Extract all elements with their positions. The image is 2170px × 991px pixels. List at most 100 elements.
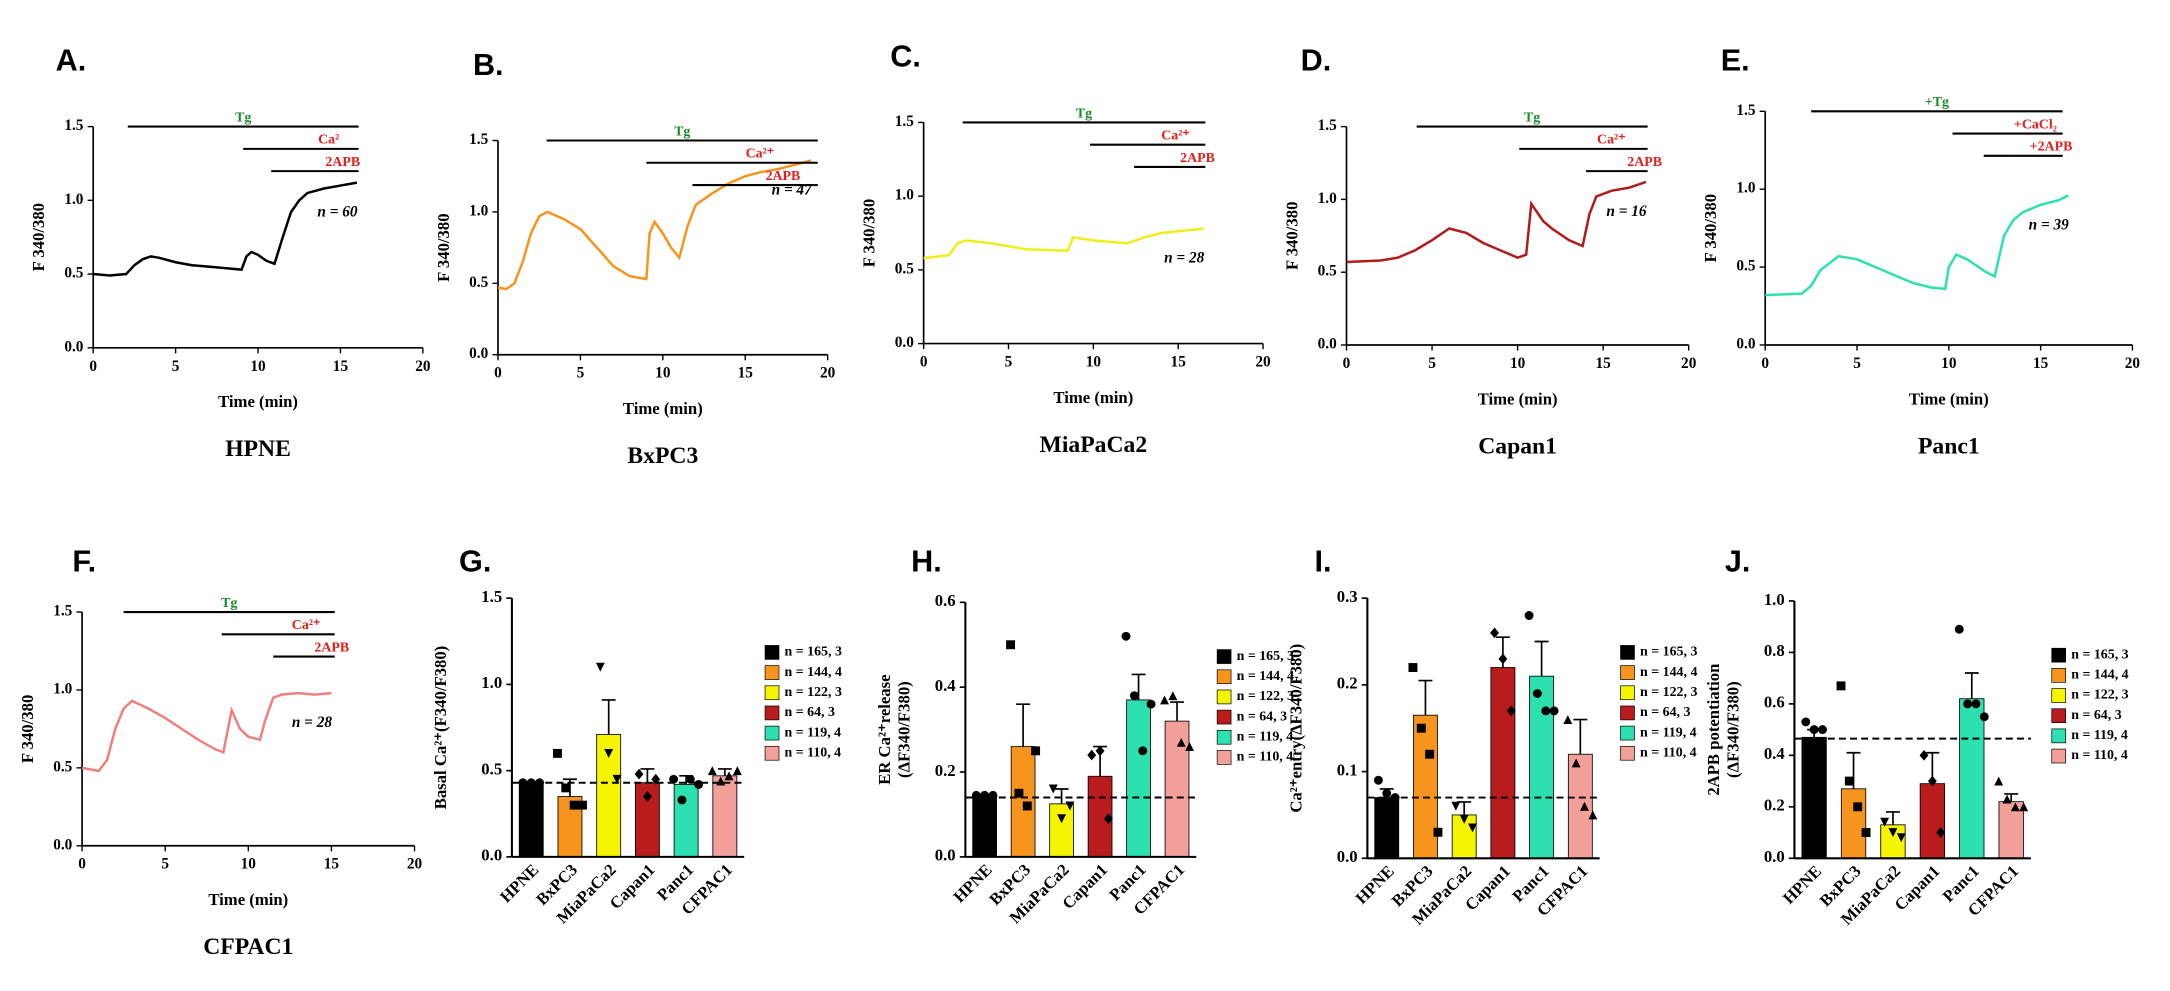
legend-swatch <box>2051 688 2067 703</box>
bar <box>1529 675 1555 859</box>
n-label: n = 28 <box>1164 250 1205 267</box>
legend-label: n = 119, 4 <box>1640 725 1697 740</box>
legend-swatch <box>1620 665 1635 680</box>
legend-label: n = 119, 4 <box>785 725 842 740</box>
y-tick-label: 0.5 <box>895 260 914 277</box>
y-tick-label: 1.0 <box>481 673 502 692</box>
trace <box>497 159 812 291</box>
legend-label: n = 165, 3 <box>1237 649 1294 664</box>
data-point <box>694 779 704 789</box>
data-point <box>1963 699 1973 709</box>
bar <box>972 794 997 858</box>
y-tick-label: 0.0 <box>481 846 502 865</box>
bar <box>1959 698 1985 859</box>
data-point <box>526 778 536 788</box>
data-point <box>1524 611 1534 620</box>
treatment-label: 2APB <box>325 155 360 170</box>
data-point <box>2019 802 2029 812</box>
y-tick-label: 1.0 <box>469 202 488 219</box>
y-axis-title: ER Ca²⁺release <box>875 674 894 784</box>
legend-label: n = 122, 3 <box>1237 689 1294 704</box>
legend-label: n = 119, 4 <box>1237 729 1294 744</box>
x-tick-label: 10 <box>1941 355 1957 372</box>
legend-swatch <box>1216 689 1232 705</box>
y-tick-label: 0.0 <box>935 846 956 865</box>
legend-swatch <box>764 685 780 701</box>
x-tick-label: 5 <box>161 856 169 873</box>
panel-letter: B. <box>473 48 504 82</box>
treatment-label: +2APB <box>2030 140 2073 155</box>
n-label: n = 39 <box>2029 217 2070 234</box>
legend-swatch <box>2051 748 2067 764</box>
y-tick-label: 0.0 <box>1337 847 1358 866</box>
data-point <box>1844 776 1854 786</box>
x-tick-label: Capan1 <box>1891 862 1944 915</box>
data-point <box>1160 695 1169 705</box>
y-tick-label: 0.5 <box>64 265 83 282</box>
legend-swatch <box>1216 729 1232 745</box>
data-point <box>1146 699 1156 709</box>
data-point <box>634 768 644 780</box>
panel-letter: F. <box>72 544 96 578</box>
data-point <box>677 795 687 805</box>
legend-label: n = 64, 3 <box>2071 708 2121 723</box>
data-point <box>1896 833 1906 843</box>
y-axis-title: F 340/380 <box>434 213 453 281</box>
legend-swatch <box>764 665 780 680</box>
data-point <box>1888 828 1898 837</box>
bar <box>1374 797 1400 859</box>
y-tick-label: 0.0 <box>1318 336 1337 353</box>
bar <box>1126 699 1151 858</box>
y-tick-label: 1.0 <box>1764 590 1785 609</box>
panel-letter: J. <box>1725 544 1751 578</box>
y-tick-label: 0.5 <box>53 758 72 775</box>
x-tick-label: 10 <box>250 358 266 375</box>
data-point <box>1571 758 1581 768</box>
x-axis-title: Time (min) <box>1053 388 1133 407</box>
treatment-label: Ca²⁺ <box>1161 129 1190 144</box>
x-tick-label: 20 <box>1255 354 1271 371</box>
error-bar <box>1534 640 1549 677</box>
x-tick-label: 10 <box>1086 354 1102 371</box>
data-point <box>1168 691 1178 701</box>
data-point <box>1979 712 1989 722</box>
x-tick-label: 5 <box>1005 354 1013 371</box>
cell-line-caption: Panc1 <box>1918 433 1980 459</box>
data-point <box>1994 776 2004 786</box>
legend-label: n = 165, 3 <box>2071 647 2128 662</box>
y-tick-label: 1.5 <box>53 603 72 620</box>
error-bar <box>1170 701 1184 722</box>
bar <box>1801 736 1827 859</box>
y-axis-title: Ca²⁺entry(ΔF340/F380) <box>1287 644 1306 813</box>
y-tick-label: 1.0 <box>1736 180 1755 197</box>
legend-label: n = 122, 3 <box>785 685 842 700</box>
y-axis-title: F 340/380 <box>860 199 879 267</box>
data-point <box>1954 624 1964 634</box>
x-tick-label: 15 <box>333 358 349 375</box>
data-point <box>1861 828 1871 837</box>
error-bar <box>1964 672 1979 699</box>
treatment-label: 2APB <box>766 169 801 184</box>
x-axis-title: Time (min) <box>1909 389 1989 408</box>
error-bar <box>1457 801 1472 815</box>
y-axis-title: F 340/380 <box>29 203 48 271</box>
trace <box>1765 194 2069 297</box>
error-bar <box>1418 679 1433 716</box>
treatment-label: 2APB <box>1180 151 1215 166</box>
y-tick-label: 0.0 <box>469 345 488 362</box>
error-bar <box>1016 703 1031 747</box>
n-label: n = 16 <box>1606 203 1647 220</box>
legend-label: n = 64, 3 <box>1237 709 1287 724</box>
treatment-label: 2APB <box>314 640 349 655</box>
data-point <box>685 774 695 784</box>
data-point <box>724 771 734 781</box>
y-tick-label: 0.5 <box>1318 263 1337 280</box>
data-point <box>1801 717 1811 727</box>
data-point <box>1425 749 1435 759</box>
data-point <box>1451 801 1461 811</box>
panel-letter: E. <box>1721 44 1750 78</box>
y-tick-label: 0.5 <box>481 759 502 778</box>
x-tick-label: 10 <box>655 365 671 382</box>
bar <box>518 782 544 858</box>
y-tick-label: 1.5 <box>1318 117 1337 134</box>
